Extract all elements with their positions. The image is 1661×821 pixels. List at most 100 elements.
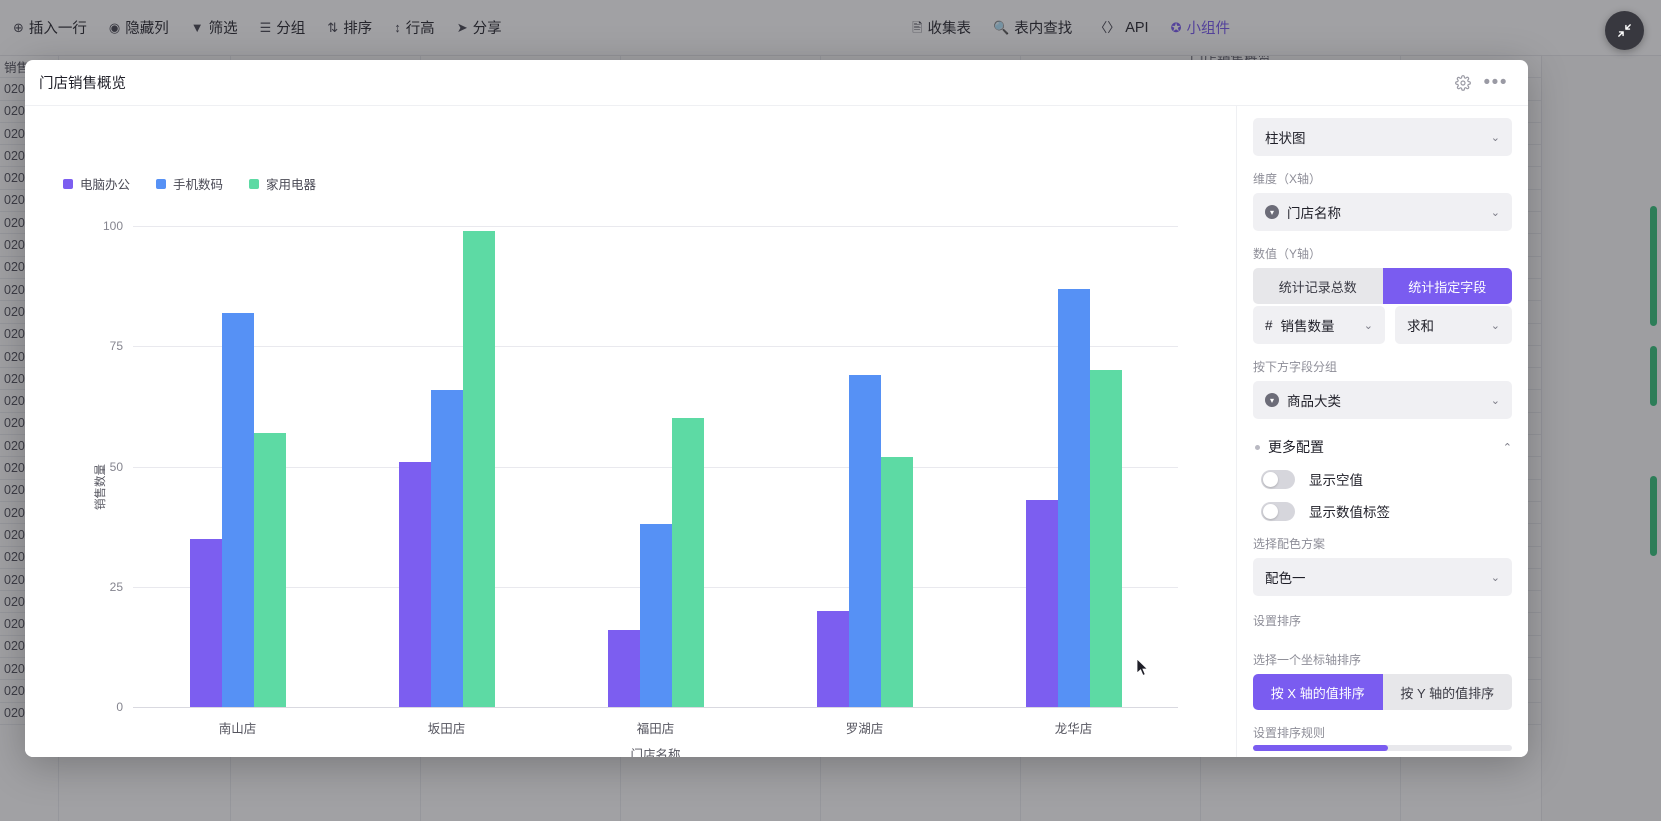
toolbar-sort-button[interactable]: ⇅ 排序 bbox=[316, 13, 383, 43]
toolbar-item-label: 行高 bbox=[405, 21, 435, 37]
bar-1[interactable] bbox=[221, 312, 254, 707]
gridline bbox=[133, 346, 1178, 348]
toolbar-item-label: API bbox=[1125, 19, 1149, 36]
hide-column-icon: ◉ bbox=[108, 20, 121, 35]
row-marker bbox=[1650, 476, 1657, 556]
y-axis-tick: 0 bbox=[116, 700, 123, 714]
legend-item-1[interactable]: 手机数码 bbox=[156, 174, 223, 193]
x-axis-title: 门店名称 bbox=[630, 748, 681, 757]
show-empty-label: 显示空值 bbox=[1309, 473, 1363, 488]
metric-field-value: 销售数量 bbox=[1280, 319, 1335, 334]
toolbar-row-height-button[interactable]: ↕ 行高 bbox=[383, 13, 446, 43]
widget-icon: ✪ bbox=[1170, 20, 1182, 35]
gridline bbox=[133, 226, 1178, 227]
modal-title: 门店销售概览 bbox=[39, 76, 126, 92]
toolbar-item-label: 表内查找 bbox=[1014, 21, 1073, 37]
x-axis-tick-label: 南山店 bbox=[218, 722, 257, 736]
modal-header: 门店销售概览 ••• bbox=[25, 60, 1528, 106]
legend-item-2[interactable]: 家用电器 bbox=[249, 174, 316, 193]
bar-0[interactable] bbox=[189, 538, 222, 707]
dimension-select[interactable]: ▾ 门店名称 ⌄ bbox=[1253, 193, 1512, 231]
panel-scrollbar[interactable] bbox=[1253, 745, 1512, 751]
share-icon: ➤ bbox=[456, 20, 468, 35]
x-axis-tick-label: 福田店 bbox=[636, 722, 675, 736]
collapse-arrows-button[interactable] bbox=[1605, 11, 1644, 50]
chart-pane: 电脑办公 手机数码 家用电器 销售数量 0 25 50 75 100 南山店 坂田店 福田店 罗湖… bbox=[25, 106, 1236, 757]
toolbar-item-label: 隐藏列 bbox=[125, 21, 169, 37]
chart-editor-modal: 门店销售概览 ••• 电脑办公 手机数码 家用电器 销售数量 0 25 50 75 100 … bbox=[25, 60, 1528, 757]
panel-scrollbar-thumb bbox=[1253, 745, 1388, 751]
bar-0[interactable] bbox=[398, 461, 431, 707]
legend-label: 手机数码 bbox=[173, 178, 224, 192]
toolbar-api-button[interactable]: 〈〉 API bbox=[1083, 13, 1159, 43]
x-axis-tick-label: 龙华店 bbox=[1054, 722, 1093, 736]
toolbar-group-button[interactable]: ☰ 分组 bbox=[249, 13, 317, 43]
bar-1[interactable] bbox=[848, 375, 881, 707]
chevron-down-icon: ⌄ bbox=[1490, 394, 1500, 407]
bar-1[interactable] bbox=[430, 389, 463, 707]
y-axis-tick: 50 bbox=[109, 459, 123, 474]
legend-swatch-icon bbox=[156, 178, 167, 189]
gear-button[interactable] bbox=[1452, 72, 1474, 94]
toolbar-search-button[interactable]: 🔍 表内查找 bbox=[982, 13, 1083, 43]
toolbar-share-button[interactable]: ➤ 分享 bbox=[446, 13, 513, 43]
aggregation-select[interactable]: 求和 ⌄ bbox=[1395, 306, 1512, 344]
spreadsheet-cell[interactable]: 销售 bbox=[4, 61, 30, 76]
legend-item-0[interactable]: 电脑办公 bbox=[63, 174, 130, 193]
toolbar-insert-row-button[interactable]: ⊕ 插入一行 bbox=[2, 13, 98, 43]
aggregation-value: 求和 bbox=[1407, 319, 1434, 334]
toolbar-item-label: 收集表 bbox=[927, 21, 972, 37]
sort-section-label: 设置排序 bbox=[1253, 614, 1302, 628]
bar-1[interactable] bbox=[1057, 288, 1090, 707]
chevron-up-icon: ⌃ bbox=[1502, 441, 1512, 454]
segment-count-records[interactable]: 统计记录总数 bbox=[1253, 268, 1383, 304]
group-icon: ☰ bbox=[259, 20, 272, 35]
legend-label: 家用电器 bbox=[266, 178, 317, 192]
bar-0[interactable] bbox=[816, 610, 849, 707]
chevron-down-icon: ⌄ bbox=[1490, 131, 1500, 144]
bar-2[interactable] bbox=[253, 432, 286, 707]
show-data-labels-label: 显示数值标签 bbox=[1309, 505, 1390, 520]
group-by-select[interactable]: ▾ 商品大类 ⌄ bbox=[1253, 381, 1512, 419]
legend-swatch-icon bbox=[63, 178, 73, 189]
filter-icon: ▼ bbox=[190, 20, 204, 35]
x-axis-tick-label: 坂田店 bbox=[427, 722, 466, 736]
bar-1[interactable] bbox=[639, 524, 672, 707]
segment-sort-by-x[interactable]: 按 X 轴的值排序 bbox=[1253, 674, 1383, 710]
toolbar-hide-column-button[interactable]: ◉ 隐藏列 bbox=[98, 13, 180, 43]
show-empty-toggle[interactable] bbox=[1261, 469, 1295, 489]
row-marker bbox=[1650, 346, 1657, 406]
x-axis-tick-label: 罗湖店 bbox=[845, 722, 884, 736]
color-scheme-select[interactable]: 配色一 ⌄ bbox=[1253, 558, 1512, 596]
more-settings-header[interactable]: 更多配置 ⌃ bbox=[1255, 437, 1512, 457]
y-axis-tick: 75 bbox=[109, 339, 123, 354]
bar-2[interactable] bbox=[462, 230, 495, 707]
plot-wrapper: 销售数量 0 25 50 75 100 南山店 坂田店 福田店 罗湖店 龙华店 门店名称 bbox=[25, 216, 1196, 757]
chevron-down-icon: ⌄ bbox=[1363, 319, 1373, 332]
config-panel: 柱状图 ⌄ 维度（X轴） ▾ 门店名称 ⌄ 数值（Y轴） 统计记录总数 统计指定… bbox=[1236, 106, 1528, 757]
hash-icon: # bbox=[1265, 317, 1273, 333]
sort-axis-label: 选择一个坐标轴排序 bbox=[1253, 653, 1362, 667]
metric-field-select[interactable]: # 销售数量 ⌄ bbox=[1253, 306, 1385, 344]
bar-2[interactable] bbox=[671, 418, 704, 707]
toolbar-widget-button[interactable]: ✪ 小组件 bbox=[1160, 13, 1241, 43]
bar-2[interactable] bbox=[880, 456, 913, 707]
y-axis-tick: 100 bbox=[102, 219, 123, 233]
y-axis-title: 销售数量 bbox=[95, 463, 107, 510]
bar-0[interactable] bbox=[607, 630, 640, 707]
segment-sort-by-y[interactable]: 按 Y 轴的值排序 bbox=[1382, 674, 1512, 710]
toolbar-collect-form-button[interactable]: 🖹 收集表 bbox=[901, 13, 982, 43]
bar-0[interactable] bbox=[1025, 500, 1058, 707]
toggle-knob bbox=[1263, 471, 1278, 487]
show-data-labels-toggle[interactable] bbox=[1261, 501, 1295, 521]
segment-specific-field[interactable]: 统计指定字段 bbox=[1382, 268, 1512, 304]
toolbar-item-label: 分享 bbox=[472, 21, 502, 37]
legend-swatch-icon bbox=[249, 178, 260, 189]
more-horizontal-icon[interactable]: ••• bbox=[1483, 71, 1508, 93]
bar-2[interactable] bbox=[1089, 370, 1122, 707]
chart-type-select[interactable]: 柱状图 ⌄ bbox=[1253, 118, 1512, 156]
gear-icon bbox=[1455, 74, 1471, 91]
toggle-show-empty-row: 显示空值 bbox=[1261, 469, 1512, 489]
sort-axis-segmented: 按 X 轴的值排序 按 Y 轴的值排序 bbox=[1253, 674, 1512, 710]
toolbar-filter-button[interactable]: ▼ 筛选 bbox=[180, 13, 249, 43]
